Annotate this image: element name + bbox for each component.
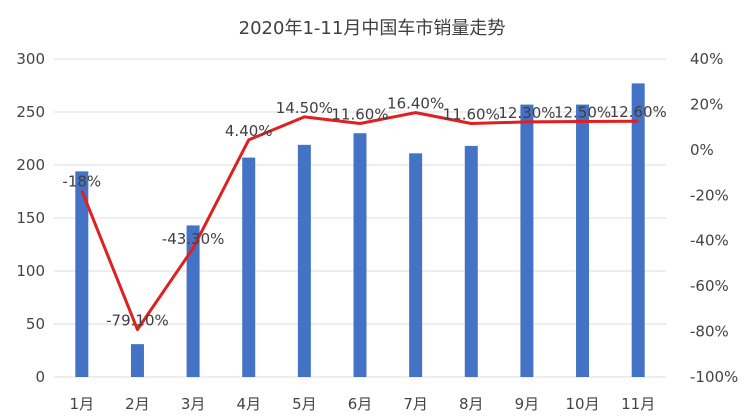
bar [242, 157, 256, 377]
x-tick-label: 11月 [621, 395, 655, 413]
right-y-tick-label: 20% [690, 95, 723, 113]
bar [130, 344, 144, 377]
line-data-label: 12.50% [554, 103, 611, 121]
left-y-axis: 0 50 100 150 200 250 300 [16, 50, 45, 386]
left-y-tick-label: 300 [16, 50, 45, 68]
x-tick-label: 8月 [459, 395, 484, 413]
growth-line [80, 111, 639, 332]
left-y-tick-label: 50 [26, 315, 45, 333]
line-data-label: 14.50% [276, 99, 333, 117]
bar [75, 171, 89, 377]
line-data-label: 12.30% [498, 104, 555, 122]
right-y-tick-label: -20% [690, 186, 729, 204]
bar [186, 225, 200, 377]
line-data-label: 12.60% [610, 103, 667, 121]
left-y-tick-label: 200 [16, 156, 45, 174]
bar [520, 104, 534, 377]
left-y-tick-label: 250 [16, 103, 45, 121]
line-data-label: -79.10% [106, 312, 169, 330]
right-y-tick-label: 40% [690, 50, 723, 68]
chart-title: 2020年1-11月中国车市销量走势 [239, 18, 506, 39]
x-tick-label: 7月 [403, 395, 428, 413]
x-tick-label: 4月 [236, 395, 261, 413]
line-series [80, 111, 639, 332]
data-labels: -18%-79.10%-43.30%4.40%14.50%11.60%16.40… [62, 95, 666, 330]
bar-series [75, 83, 645, 377]
x-tick-label: 9月 [515, 395, 540, 413]
x-tick-label: 10月 [565, 395, 599, 413]
right-y-tick-label: -100% [690, 368, 738, 386]
x-tick-label: 3月 [181, 395, 206, 413]
line-data-label: -43.30% [162, 230, 225, 248]
bar [576, 104, 590, 377]
line-data-label: 11.60% [443, 106, 500, 124]
line-data-label: -18% [62, 173, 101, 191]
left-y-tick-label: 150 [16, 209, 45, 227]
line-data-label: 16.40% [387, 95, 444, 113]
x-tick-label: 6月 [348, 395, 373, 413]
line-data-label: 11.60% [331, 106, 388, 124]
left-y-tick-label: 100 [16, 262, 45, 280]
x-tick-label: 2月 [125, 395, 150, 413]
bar [297, 144, 311, 377]
bar [409, 153, 423, 377]
x-tick-label: 1月 [70, 395, 95, 413]
right-y-tick-label: -80% [690, 323, 729, 341]
right-y-tick-label: 0% [690, 141, 714, 159]
bar [631, 83, 645, 377]
right-y-tick-label: -60% [690, 277, 729, 295]
left-y-tick-label: 0 [35, 368, 45, 386]
right-y-axis: -100% -80% -60% -40% -20% 0% 20% 40% [690, 50, 738, 386]
x-axis: 1月 2月 3月 4月 5月 6月 7月 8月 9月 10月 11月 [70, 395, 656, 413]
x-tick-label: 5月 [292, 395, 317, 413]
right-y-tick-label: -40% [690, 232, 729, 250]
bar [464, 145, 478, 377]
line-data-label: 4.40% [225, 122, 273, 140]
bar [353, 133, 367, 377]
